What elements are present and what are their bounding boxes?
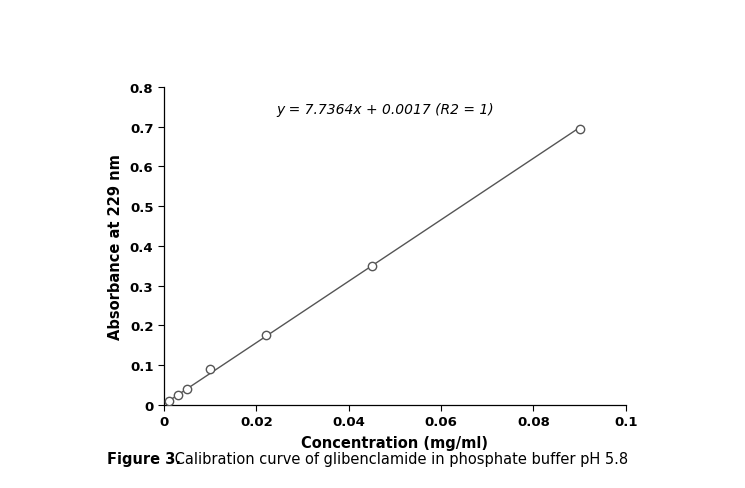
Text: Calibration curve of glibenclamide in phosphate buffer pH 5.8: Calibration curve of glibenclamide in ph… <box>170 451 628 466</box>
Text: y = 7.7364x + 0.0017 (R2 = 1): y = 7.7364x + 0.0017 (R2 = 1) <box>277 103 495 117</box>
X-axis label: Concentration (mg/ml): Concentration (mg/ml) <box>301 435 489 450</box>
Y-axis label: Absorbance at 229 nm: Absorbance at 229 nm <box>108 154 123 339</box>
Text: Figure 3.: Figure 3. <box>107 451 180 466</box>
